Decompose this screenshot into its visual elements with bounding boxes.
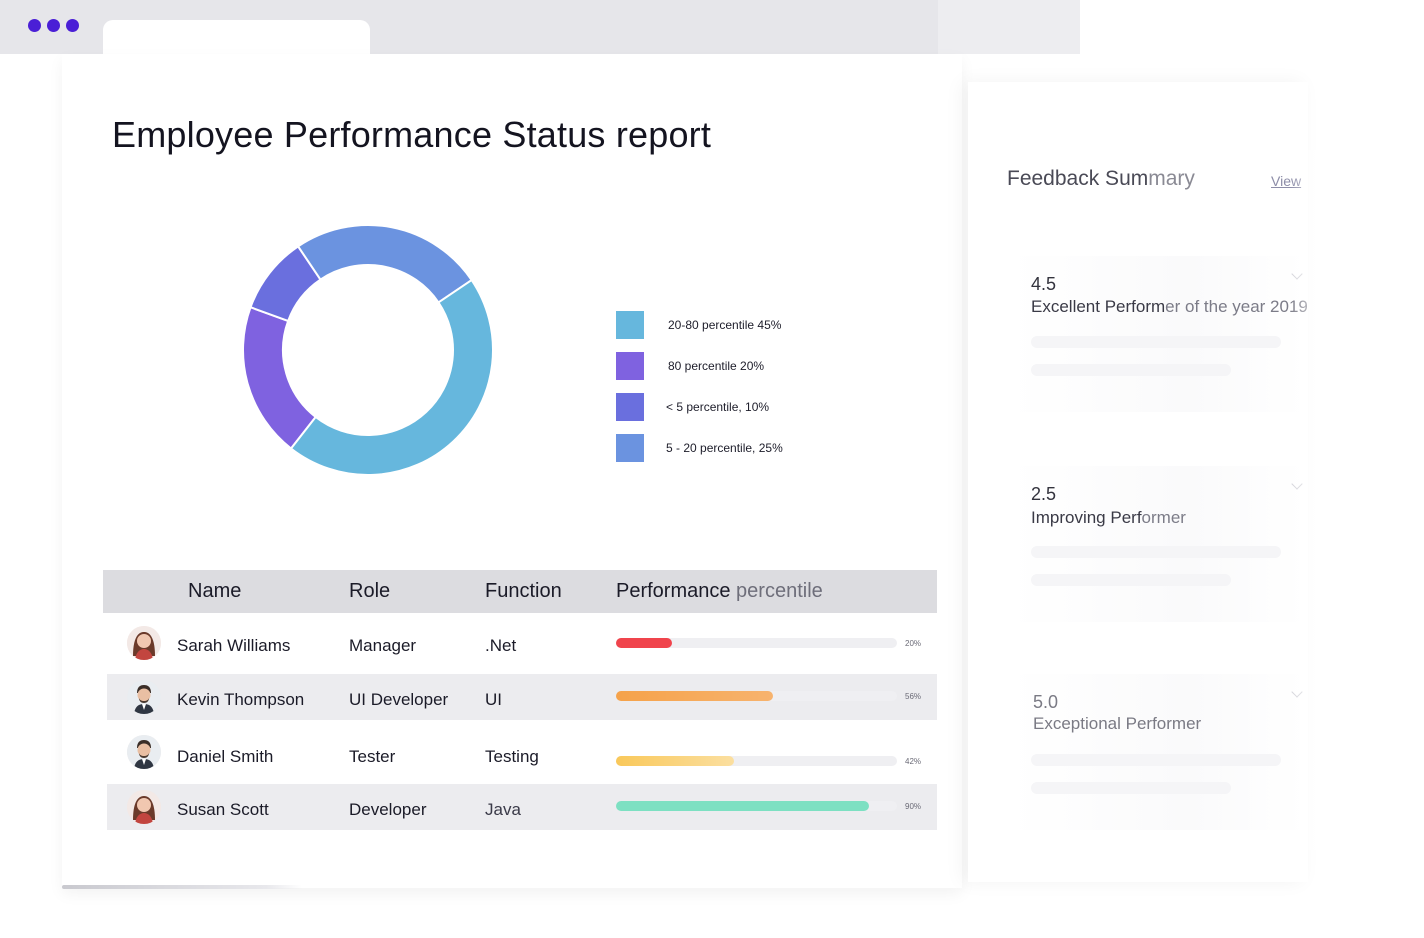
feedback-label-tail: ormer: [1141, 508, 1186, 527]
panel-bottom-edge: [62, 885, 302, 889]
placeholder-line: [1031, 364, 1231, 376]
table-header: Name Role Function Performance percentil…: [103, 570, 937, 613]
avatar: [127, 735, 161, 769]
table-row[interactable]: Kevin Thompson UI Developer UI 56%: [107, 674, 937, 720]
performance-bar: [616, 756, 897, 766]
performance-bar-fill: [616, 801, 869, 811]
legend-label: < 5 percentile, 10%: [666, 400, 770, 414]
feedback-label-main: Exceptional Performer: [1033, 714, 1202, 733]
employee-function: Java: [485, 800, 521, 819]
feedback-label: Excellent Performer of the year 2019: [1031, 297, 1308, 317]
avatar: [127, 790, 161, 824]
page-title: Employee Performance Status report: [112, 114, 712, 155]
performance-bar-fill: [616, 691, 774, 701]
employee-role: UI Developer: [349, 690, 449, 709]
donut-slice[interactable]: [289, 278, 494, 476]
feedback-title-main: Feedback Sum: [1007, 167, 1149, 190]
placeholder-line: [1031, 754, 1281, 766]
employee-role: Developer: [349, 800, 427, 819]
employee-name: Daniel Smith: [177, 747, 274, 766]
feedback-card[interactable]: [1010, 466, 1306, 622]
employee-name: Kevin Thompson: [177, 690, 305, 709]
placeholder-line: [1031, 546, 1281, 558]
feedback-label-main: Excellent Perform: [1031, 297, 1166, 316]
feedback-label-tail: er of the year 2019: [1165, 297, 1308, 316]
feedback-label-main: Improving Perf: [1031, 508, 1142, 527]
legend-item: < 5 percentile, 10%: [616, 393, 876, 421]
employee-function: UI: [485, 690, 502, 709]
legend-swatch: [616, 352, 644, 380]
feedback-title: Feedback Summary: [1007, 167, 1195, 191]
performance-bar: [616, 691, 897, 701]
feedback-score: 5.0: [1033, 692, 1059, 712]
avatar: [127, 680, 161, 714]
employee-table: Name Role Function Performance percentil…: [103, 570, 937, 830]
employee-name: Sarah Williams: [177, 636, 291, 655]
feedback-title-tail: mary: [1148, 167, 1195, 190]
header-performance-tail: percentile: [730, 580, 823, 602]
table-row[interactable]: Daniel Smith Tester Testing 42%: [107, 729, 937, 775]
close-dot[interactable]: [28, 19, 41, 32]
legend-swatch: [616, 311, 644, 339]
legend-swatch: [616, 393, 644, 421]
legend-label: 20-80 percentile 45%: [668, 318, 782, 332]
feedback-card[interactable]: [1010, 256, 1306, 412]
chart-legend: 20-80 percentile 45% 80 percentile 20% < 5…: [616, 311, 876, 475]
employee-name: Susan Scott: [177, 800, 269, 819]
header-name[interactable]: Name: [188, 580, 242, 602]
avatar: [127, 626, 161, 660]
performance-percent: 56%: [905, 692, 922, 701]
donut-chart: [242, 224, 494, 476]
feedback-label: Improving Performer: [1031, 508, 1186, 528]
header-performance[interactable]: Performance percentile: [616, 580, 823, 603]
feedback-score: 2.5: [1031, 484, 1057, 504]
placeholder-line: [1031, 574, 1231, 586]
performance-bar-fill: [616, 638, 673, 648]
table-row[interactable]: Sarah Williams Manager .Net 20%: [107, 620, 937, 666]
placeholder-line: [1031, 336, 1281, 348]
feedback-label: Exceptional Performer: [1033, 714, 1201, 734]
legend-item: 5 - 20 percentile, 25%: [616, 434, 876, 462]
legend-item: 80 percentile 20%: [616, 352, 876, 380]
legend-label: 5 - 20 percentile, 25%: [666, 441, 783, 455]
performance-percent: 90%: [905, 802, 922, 811]
placeholder-line: [1031, 782, 1231, 794]
performance-bar: [616, 801, 897, 811]
table-row[interactable]: Susan Scott Developer Java 90%: [107, 784, 937, 830]
performance-percent: 20%: [905, 639, 922, 648]
performance-percent: 42%: [905, 757, 922, 766]
browser-tab[interactable]: [103, 20, 370, 58]
minimize-dot[interactable]: [47, 19, 60, 32]
header-role[interactable]: Role: [349, 580, 391, 602]
performance-bar-fill: [616, 756, 735, 766]
header-function[interactable]: Function: [485, 580, 562, 602]
employee-function: .Net: [485, 636, 517, 655]
toolbar-tint: [938, 0, 1080, 54]
header-performance-main: Performance: [616, 580, 731, 602]
feedback-card[interactable]: [1010, 674, 1306, 830]
report-panel: [62, 54, 962, 888]
employee-function: Testing: [485, 747, 539, 766]
feedback-score: 4.5: [1031, 274, 1057, 294]
donut-slice[interactable]: [242, 305, 318, 450]
donut-slice[interactable]: [296, 224, 474, 304]
legend-label: 80 percentile 20%: [668, 359, 765, 373]
maximize-dot[interactable]: [66, 19, 79, 32]
right-fade: [1290, 150, 1330, 850]
legend-swatch: [616, 434, 644, 462]
performance-bar: [616, 638, 897, 648]
employee-role: Manager: [349, 636, 417, 655]
legend-item: 20-80 percentile 45%: [616, 311, 876, 339]
window-controls: [28, 19, 79, 32]
employee-role: Tester: [349, 747, 396, 766]
